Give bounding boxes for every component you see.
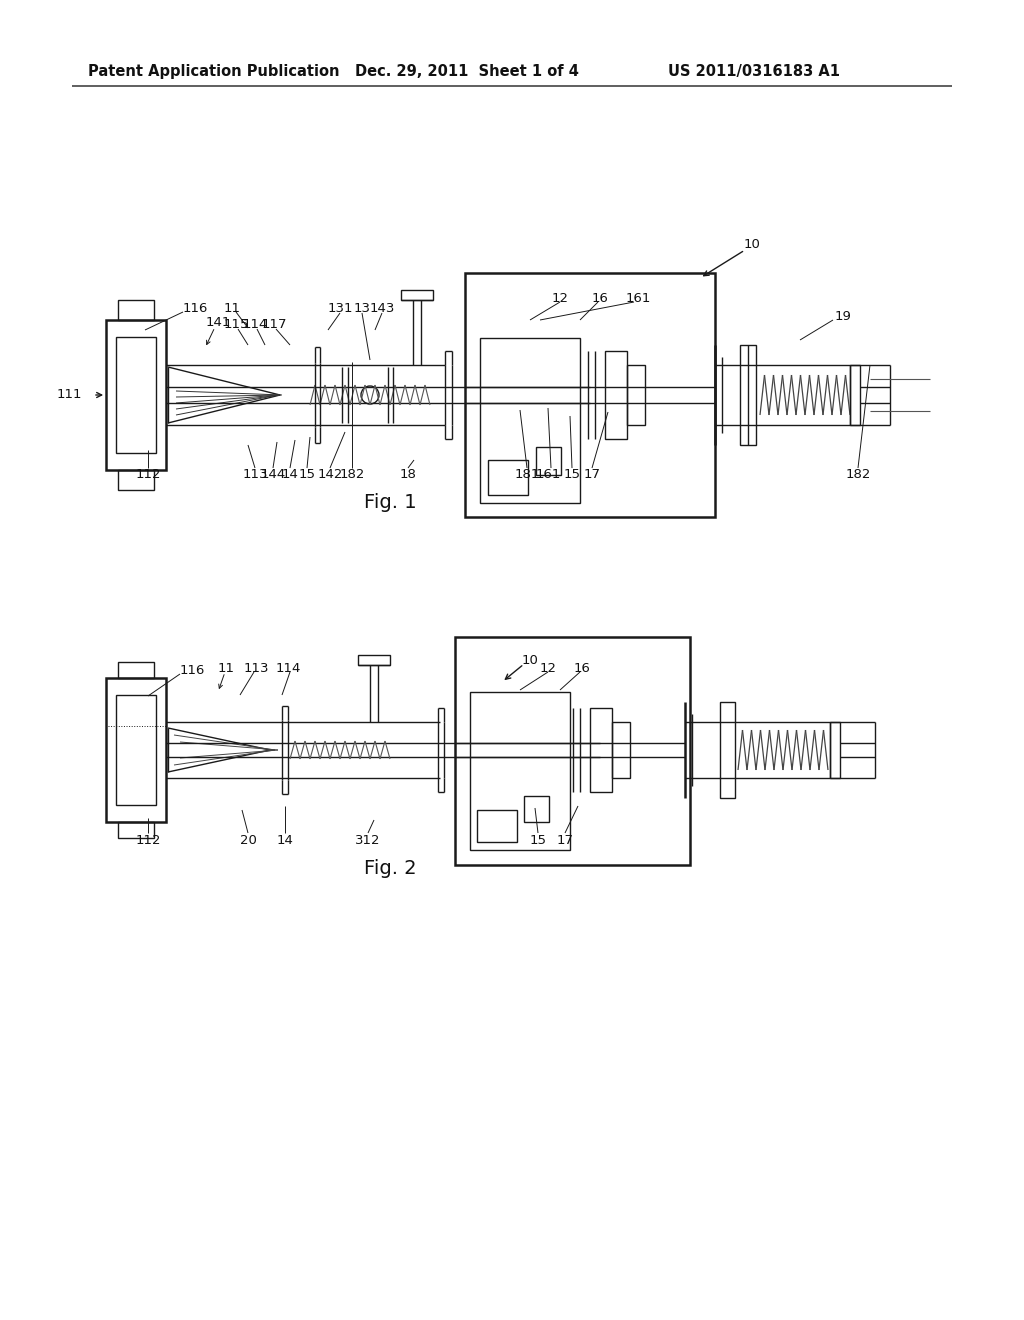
Bar	[118, 470, 154, 490]
Bar	[488, 459, 528, 495]
Bar	[470, 692, 570, 850]
Bar	[116, 696, 156, 805]
Text: 131: 131	[328, 301, 352, 314]
Text: 116: 116	[179, 664, 205, 676]
Text: 12: 12	[540, 661, 556, 675]
Text: Fig. 1: Fig. 1	[364, 492, 417, 511]
Text: 161: 161	[626, 292, 650, 305]
Text: 161: 161	[536, 469, 561, 482]
Bar	[401, 290, 433, 300]
Text: Patent Application Publication: Patent Application Publication	[88, 63, 340, 79]
Text: 143: 143	[370, 301, 394, 314]
Bar	[106, 319, 166, 470]
Text: 182: 182	[339, 469, 365, 482]
Bar	[612, 722, 630, 777]
Bar	[118, 663, 154, 678]
Text: Dec. 29, 2011  Sheet 1 of 4: Dec. 29, 2011 Sheet 1 of 4	[355, 63, 579, 79]
Bar	[627, 366, 645, 425]
Text: 15: 15	[529, 833, 547, 846]
Text: 13: 13	[353, 301, 371, 314]
Bar	[106, 678, 166, 822]
Text: 113: 113	[243, 469, 267, 482]
Text: 17: 17	[556, 833, 573, 846]
Text: 11: 11	[223, 301, 241, 314]
Text: 116: 116	[182, 301, 208, 314]
Text: US 2011/0316183 A1: US 2011/0316183 A1	[668, 63, 840, 79]
Text: 20: 20	[240, 833, 256, 846]
Text: 12: 12	[552, 292, 568, 305]
Text: 19: 19	[835, 309, 851, 322]
Text: 16: 16	[573, 661, 591, 675]
Bar	[477, 810, 517, 842]
Bar	[480, 338, 580, 503]
Bar	[850, 366, 860, 425]
Text: 113: 113	[244, 661, 268, 675]
Text: 114: 114	[243, 318, 267, 330]
Bar	[830, 722, 840, 777]
Bar	[605, 351, 627, 440]
Text: 16: 16	[592, 292, 608, 305]
Bar	[524, 796, 549, 822]
Bar	[118, 300, 154, 319]
Text: 17: 17	[584, 469, 600, 482]
Text: 112: 112	[135, 833, 161, 846]
Text: 114: 114	[275, 661, 301, 675]
Bar	[465, 273, 715, 517]
Text: 115: 115	[223, 318, 249, 330]
Bar	[740, 345, 756, 445]
Text: 144: 144	[260, 469, 286, 482]
Text: 15: 15	[563, 469, 581, 482]
Bar	[118, 822, 154, 838]
Bar	[455, 638, 690, 865]
Text: 15: 15	[299, 469, 315, 482]
Text: 10: 10	[521, 653, 539, 667]
Text: 117: 117	[261, 318, 287, 330]
Bar	[116, 337, 156, 453]
Text: 111: 111	[56, 388, 82, 401]
Text: 10: 10	[743, 239, 761, 252]
Text: 142: 142	[317, 469, 343, 482]
Text: 181: 181	[514, 469, 540, 482]
Bar	[590, 708, 612, 792]
Bar	[536, 447, 561, 475]
Text: 14: 14	[282, 469, 298, 482]
Text: 11: 11	[217, 661, 234, 675]
Text: 18: 18	[399, 469, 417, 482]
Bar	[720, 702, 735, 799]
Text: 14: 14	[276, 833, 294, 846]
Text: 141: 141	[206, 317, 230, 330]
Text: Fig. 2: Fig. 2	[364, 858, 417, 878]
Text: 312: 312	[355, 833, 381, 846]
Text: 182: 182	[846, 469, 870, 482]
Text: 112: 112	[135, 469, 161, 482]
Bar	[358, 655, 390, 665]
